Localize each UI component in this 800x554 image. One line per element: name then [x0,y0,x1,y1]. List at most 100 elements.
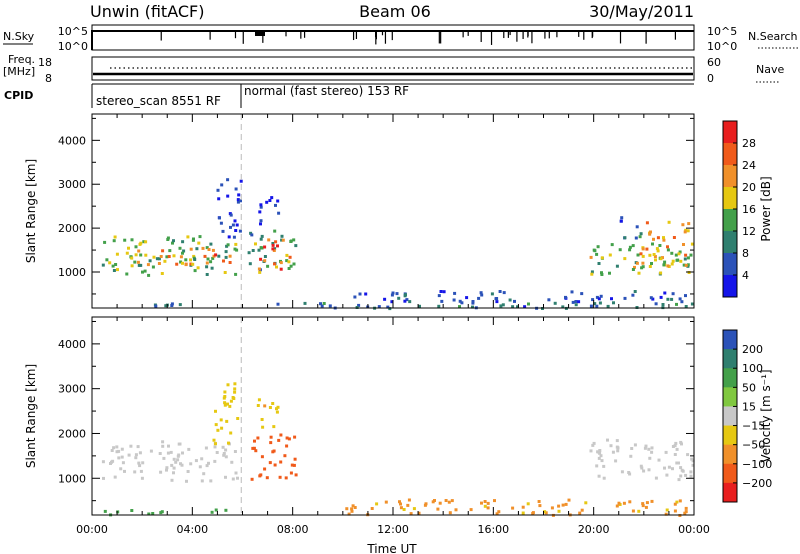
data-cell [278,475,282,479]
data-cell [611,450,615,454]
y-tick-label: 2000 [58,427,86,440]
data-cell [225,419,229,423]
data-cell [649,230,652,234]
data-cell [450,499,454,503]
data-cell [123,238,127,242]
data-cell [178,442,182,446]
data-cell [236,198,240,202]
y-axis-title: Slant Range [km] [24,159,38,263]
data-cell [671,445,675,448]
data-cell [671,467,674,471]
data-cell [287,267,291,270]
y-tick-label: 3000 [58,383,86,396]
data-cell [144,240,148,244]
data-cell [222,452,226,455]
data-cell [216,428,220,432]
data-cell [684,473,688,477]
data-cell [590,270,594,274]
data-cell [233,390,237,394]
data-cell [273,262,276,266]
data-cell [103,240,107,244]
data-cell [644,444,648,448]
data-cell [144,253,148,257]
data-cell [683,257,687,261]
data-cell [639,232,643,236]
data-cell [182,249,186,253]
data-cell [112,446,116,450]
data-cell [521,505,525,509]
data-cell [494,297,498,301]
data-cell [179,462,182,466]
data-cell [682,263,686,267]
data-cell [648,253,652,257]
data-cell [281,238,285,242]
data-cell [679,474,683,478]
data-cell [690,302,694,306]
data-cell [155,257,159,261]
nsearch-label: N.Search [748,30,798,43]
data-cell [564,502,568,506]
data-cell [633,290,637,293]
data-cell [234,272,238,276]
y-tick-label: 4000 [58,338,86,351]
data-cell [631,509,635,513]
data-cell [181,240,185,244]
data-cell [689,253,693,257]
data-cell [249,231,253,235]
data-cell [203,254,207,258]
data-cell [189,258,192,262]
data-cell [406,503,410,507]
data-cell [664,450,668,454]
data-cell [633,443,637,447]
freq-label: Freq. [8,53,35,66]
data-cell [521,511,525,515]
data-cell [650,499,654,503]
data-cell [227,235,231,239]
data-cell [648,232,652,236]
data-cell [678,250,682,254]
data-cell [272,249,276,252]
data-cell [229,213,233,217]
data-cell [148,259,152,263]
data-cell [134,245,138,249]
data-cell [158,452,162,455]
data-cell [154,304,158,308]
data-cell [684,263,688,267]
data-cell [567,498,571,502]
y-tick-label: 2000 [58,222,86,235]
colorbar-tick-label: 12 [742,225,756,238]
data-cell [146,263,150,267]
plot-area [92,114,694,308]
data-cell [684,294,687,298]
data-cell [218,216,221,220]
data-cell [683,230,687,234]
data-cell [237,193,241,197]
data-cell [675,447,679,451]
freq-panel: Freq. [MHz] 18 8 60 0 Nave [3,53,784,85]
data-cell [390,300,394,304]
data-cell [149,449,153,453]
data-cell [593,302,597,306]
data-cell [620,470,624,474]
data-cell [181,261,184,265]
data-cell [623,296,627,300]
data-cell [673,444,677,448]
data-cell [447,500,451,504]
data-cell [617,501,621,505]
data-cell [689,474,693,478]
data-cell [234,229,238,232]
data-cell [631,244,635,248]
data-cell [198,465,202,469]
data-cell [195,247,199,251]
data-cell [280,234,284,238]
data-cell [227,441,230,445]
x-tick-label: 20:00 [578,523,610,536]
data-cell [564,295,567,299]
data-cell [207,461,210,465]
data-cell [465,296,469,300]
data-cell [595,252,599,256]
data-cell [223,401,227,405]
data-cell [403,299,407,303]
data-cell [214,508,218,512]
